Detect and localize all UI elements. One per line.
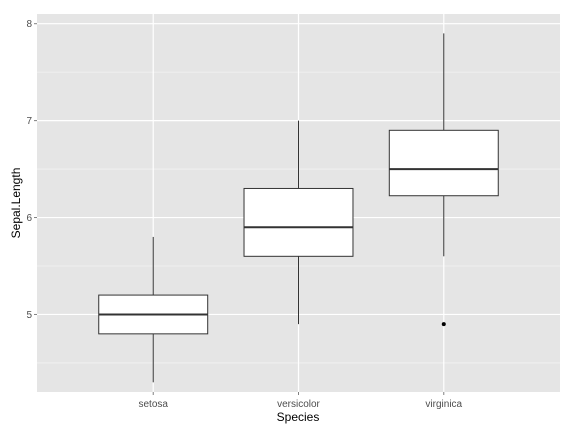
y-axis-title: Sepal.Length bbox=[9, 168, 23, 239]
box-setosa bbox=[98, 236, 209, 383]
y-tick-label: 7 bbox=[26, 116, 32, 127]
x-tick-label: virginica bbox=[425, 399, 462, 410]
box-versicolor bbox=[243, 120, 354, 325]
box-iqr bbox=[243, 187, 354, 257]
x-tick-label: versicolor bbox=[277, 399, 320, 410]
x-axis-title: Species bbox=[277, 410, 320, 424]
y-tick-label: 5 bbox=[26, 310, 32, 321]
boxes-layer bbox=[98, 33, 499, 383]
box-virginica bbox=[388, 33, 499, 327]
outlier-point bbox=[441, 322, 446, 327]
y-tick-label: 8 bbox=[26, 19, 32, 30]
x-tick-label: setosa bbox=[138, 399, 168, 410]
x-axis: setosa versicolor virginica bbox=[138, 392, 463, 410]
y-axis: 5 6 7 8 bbox=[26, 19, 37, 321]
y-tick-label: 6 bbox=[26, 213, 32, 224]
box-iqr bbox=[388, 129, 499, 197]
